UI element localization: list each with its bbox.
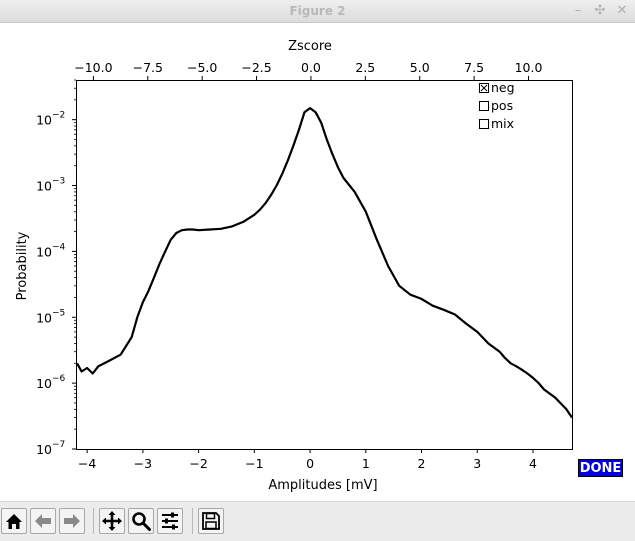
y-tick-exponent: −4 bbox=[52, 242, 66, 252]
y-tick-exponent: −6 bbox=[52, 374, 66, 384]
top-tick-label: −7.5 bbox=[133, 60, 163, 75]
figure-canvas[interactable]: −4 −3 −2 −1 0 1 2 3 4 −10.0 −7.5 −5.0 −2.5 0.0 2.5 5.0… bbox=[0, 23, 635, 501]
forward-button[interactable] bbox=[59, 508, 85, 534]
top-tick-label: 0.0 bbox=[301, 60, 321, 75]
x-tick-label: −1 bbox=[245, 456, 263, 471]
top-tick-label: 10.0 bbox=[515, 60, 543, 75]
zoom-icon bbox=[132, 512, 151, 531]
top-axis-label: Zscore bbox=[288, 39, 332, 54]
y-tick-label: 10 bbox=[36, 376, 52, 391]
checkbox-pos-label: pos bbox=[491, 98, 513, 113]
toolbar-separator bbox=[192, 508, 193, 534]
x-tick-label: −3 bbox=[134, 456, 152, 471]
y-tick-label: 10 bbox=[36, 179, 52, 194]
maximize-icon[interactable]: ✣ bbox=[594, 3, 606, 18]
minimize-icon[interactable]: – bbox=[574, 3, 582, 18]
done-button[interactable]: DONE bbox=[578, 459, 623, 477]
top-tick-label: 2.5 bbox=[355, 60, 375, 75]
y-tick-label: 10 bbox=[36, 442, 52, 457]
configure-subplots-button[interactable] bbox=[157, 508, 183, 534]
y-tick-exponent: −3 bbox=[52, 177, 65, 187]
checkbox-mix[interactable]: mix bbox=[479, 116, 515, 131]
home-button[interactable] bbox=[1, 508, 27, 534]
y-tick-exponent: −2 bbox=[52, 111, 65, 121]
save-button[interactable] bbox=[198, 508, 224, 534]
x-tick-label: 0 bbox=[306, 456, 314, 471]
configure-subplots-icon bbox=[162, 512, 178, 530]
y-tick-exponent: −5 bbox=[52, 308, 65, 318]
forward-icon bbox=[64, 514, 80, 528]
x-tick-label: −2 bbox=[189, 456, 207, 471]
save-icon bbox=[202, 512, 220, 530]
x-tick-label: 3 bbox=[473, 456, 481, 471]
back-button[interactable] bbox=[30, 508, 56, 534]
x-tick-label: 1 bbox=[362, 456, 370, 471]
window-title: Figure 2 bbox=[289, 4, 346, 18]
close-icon[interactable]: ✕ bbox=[616, 3, 628, 18]
data-series-line-0 bbox=[76, 107, 573, 419]
checkbox-neg[interactable]: neg bbox=[479, 80, 515, 95]
x-tick-label: 2 bbox=[418, 456, 426, 471]
checkbox-neg-label: neg bbox=[491, 80, 515, 95]
x-tick-label: −4 bbox=[78, 456, 96, 471]
home-icon bbox=[6, 514, 22, 529]
zoom-button[interactable] bbox=[128, 508, 154, 534]
checkbox-pos[interactable]: pos bbox=[479, 98, 514, 113]
pan-button[interactable] bbox=[99, 508, 125, 534]
top-tick-label: 5.0 bbox=[410, 60, 430, 75]
top-tick-label: 7.5 bbox=[464, 60, 484, 75]
top-tick-label: −10.0 bbox=[74, 60, 112, 75]
axes-frame bbox=[76, 80, 573, 450]
y-axis-label: Probability bbox=[15, 231, 30, 300]
toolbar-separator bbox=[93, 508, 94, 534]
top-tick-label: −2.5 bbox=[241, 60, 271, 75]
navigation-toolbar bbox=[0, 501, 635, 541]
top-tick-label: −5.0 bbox=[187, 60, 217, 75]
y-tick-label: 10 bbox=[36, 310, 52, 325]
checkbox-mix-label: mix bbox=[491, 116, 514, 131]
y-tick-label: 10 bbox=[36, 113, 52, 128]
y-tick-label: 10 bbox=[36, 244, 52, 259]
pan-icon bbox=[102, 511, 122, 531]
x-tick-label: 4 bbox=[529, 456, 537, 471]
y-tick-exponent: −7 bbox=[52, 440, 65, 450]
window-titlebar[interactable]: Figure 2 – ✣ ✕ bbox=[0, 0, 635, 23]
back-icon bbox=[35, 514, 51, 528]
chart: −4 −3 −2 −1 0 1 2 3 4 −10.0 −7.5 −5.0 −2.5 0.0 2.5 5.0… bbox=[15, 39, 573, 493]
x-axis-label: Amplitudes [mV] bbox=[268, 478, 377, 493]
